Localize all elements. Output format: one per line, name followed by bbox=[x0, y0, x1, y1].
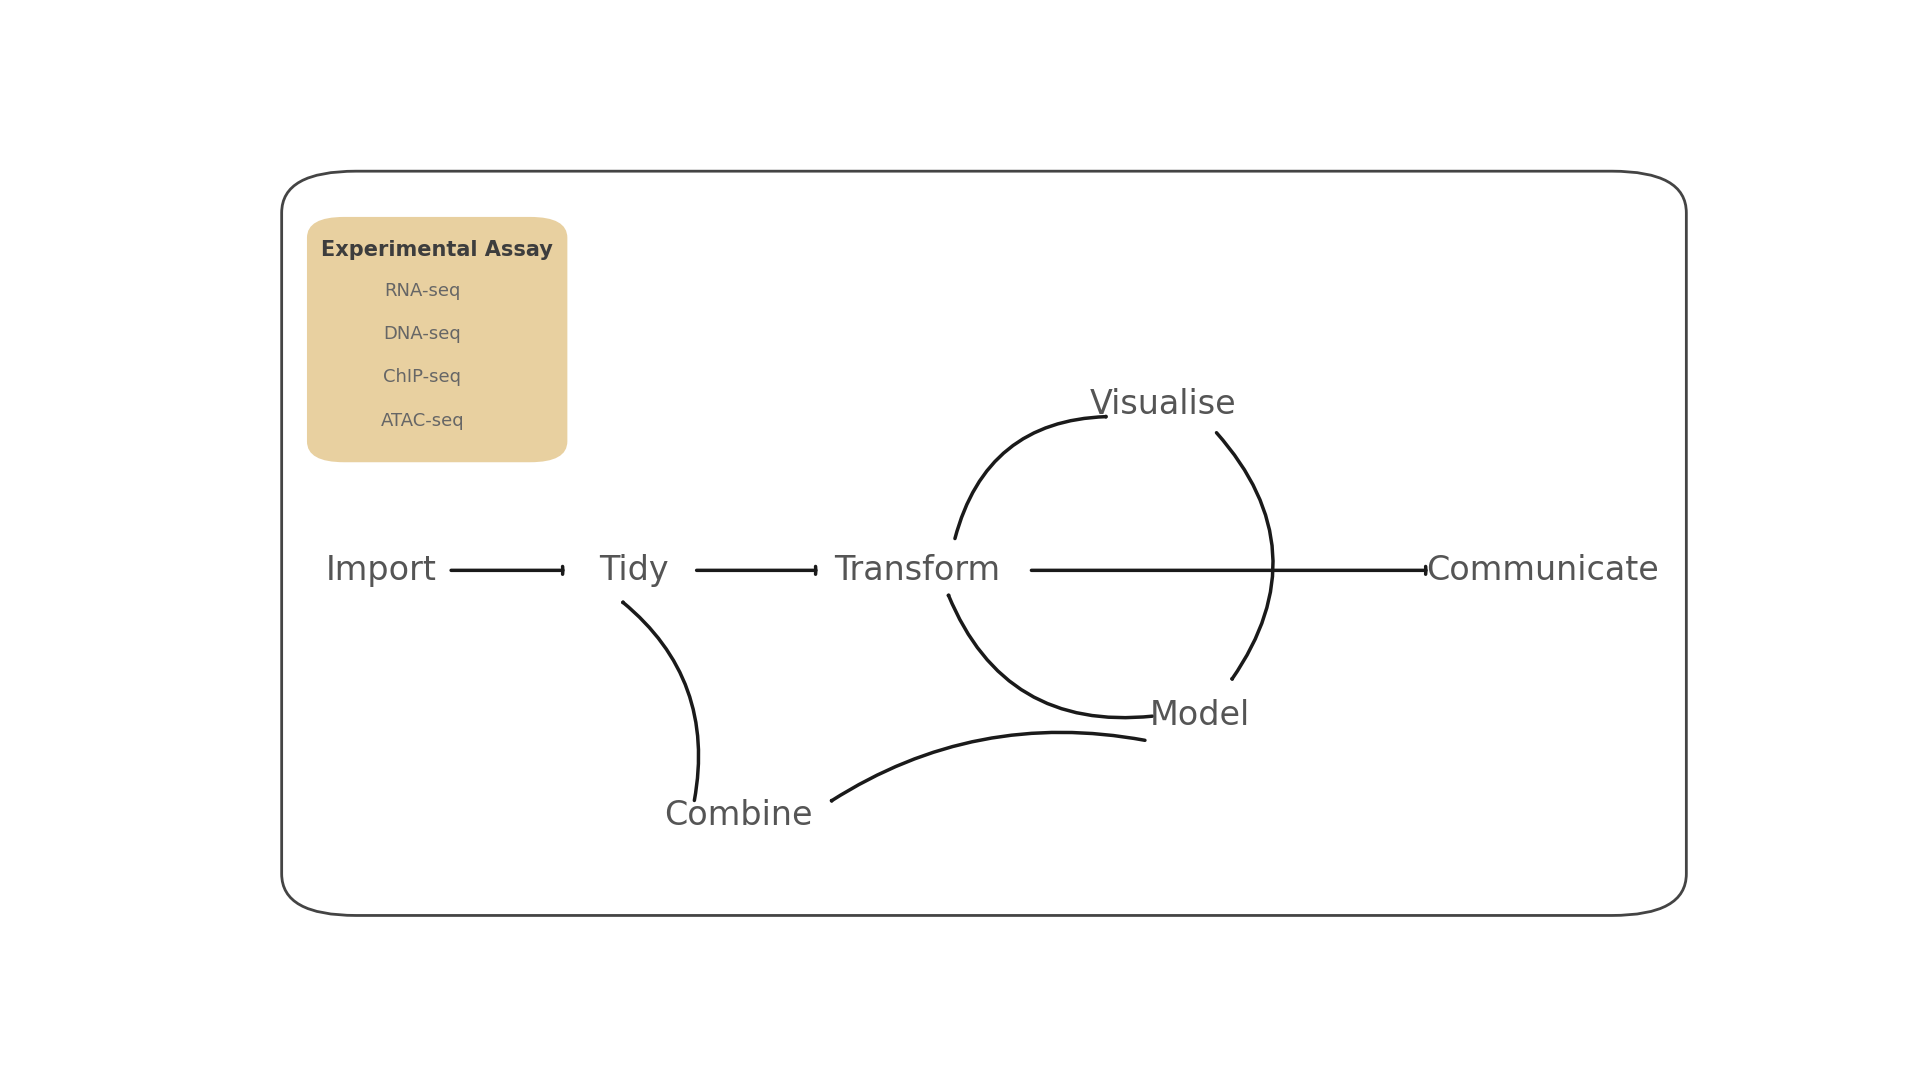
Text: Tidy: Tidy bbox=[599, 554, 670, 586]
Text: Communicate: Communicate bbox=[1427, 554, 1659, 586]
Text: DNA-seq: DNA-seq bbox=[384, 325, 461, 343]
FancyBboxPatch shape bbox=[282, 171, 1686, 916]
Text: Visualise: Visualise bbox=[1089, 388, 1236, 420]
Text: Experimental Assay: Experimental Assay bbox=[321, 240, 553, 260]
Text: Model: Model bbox=[1150, 700, 1250, 732]
FancyArrowPatch shape bbox=[948, 595, 1152, 718]
Text: ATAC-seq: ATAC-seq bbox=[380, 411, 465, 430]
Text: Import: Import bbox=[326, 554, 436, 586]
FancyArrowPatch shape bbox=[1217, 433, 1273, 679]
Text: RNA-seq: RNA-seq bbox=[384, 282, 461, 300]
FancyArrowPatch shape bbox=[622, 603, 699, 800]
FancyBboxPatch shape bbox=[307, 217, 566, 462]
Text: Combine: Combine bbox=[664, 799, 812, 833]
Text: ChIP-seq: ChIP-seq bbox=[384, 368, 461, 387]
FancyArrowPatch shape bbox=[954, 417, 1106, 539]
Text: Transform: Transform bbox=[833, 554, 1000, 586]
FancyArrowPatch shape bbox=[831, 732, 1144, 801]
